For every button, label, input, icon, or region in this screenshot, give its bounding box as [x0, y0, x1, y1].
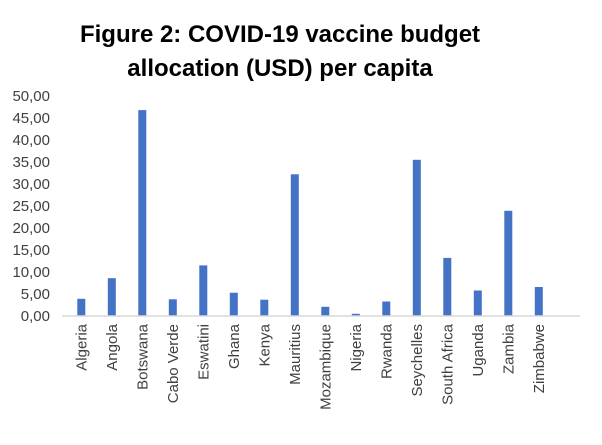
y-tick-label: 40,00 — [12, 132, 50, 149]
x-category-label: Eswatini — [195, 324, 212, 380]
y-tick-label: 5,00 — [21, 286, 50, 303]
bar — [168, 299, 177, 316]
y-tick-label: 50,00 — [12, 88, 50, 105]
x-category-label: Rwanda — [378, 323, 395, 379]
bar — [138, 110, 147, 316]
chart-title-line-2: allocation (USD) per capita — [127, 55, 433, 82]
y-tick-label: 35,00 — [12, 154, 50, 171]
y-tick-label: 15,00 — [12, 242, 50, 259]
x-category-label: Cabo Verde — [165, 324, 182, 403]
x-category-label: Nigeria — [348, 323, 365, 371]
x-category-label: Kenya — [256, 323, 273, 366]
x-category-label: South Africa — [439, 323, 456, 405]
y-tick-label: 30,00 — [12, 176, 50, 193]
bar — [504, 210, 513, 316]
bar — [290, 174, 299, 316]
y-tick-label: 0,00 — [21, 308, 50, 325]
bar — [260, 299, 269, 316]
y-tick-label: 10,00 — [12, 264, 50, 281]
x-axis-labels: Algeria Angola Botswana Cabo Verde Eswatini G… — [73, 323, 548, 410]
bar — [107, 278, 116, 316]
bar — [199, 265, 208, 316]
x-category-label: Algeria — [73, 323, 90, 370]
bar — [473, 290, 482, 316]
y-tick-label: 20,00 — [12, 220, 50, 237]
bar — [321, 306, 330, 316]
x-category-label: Zambia — [500, 323, 517, 374]
chart-title-line-1: Figure 2: COVID-19 vaccine budget — [79, 21, 481, 48]
bar — [534, 287, 543, 316]
bar — [77, 298, 86, 316]
bar-series — [77, 110, 543, 316]
bar — [443, 257, 452, 316]
x-category-label: Ghana — [226, 323, 243, 369]
y-tick-label: 45,00 — [12, 110, 50, 127]
x-category-label: Zimbabwe — [531, 324, 548, 393]
x-category-label: Mauritius — [287, 324, 304, 385]
x-category-label: Mozambique — [317, 324, 334, 410]
x-category-label: Botswana — [134, 323, 151, 390]
bar — [382, 301, 391, 316]
bar — [351, 313, 360, 316]
bar — [412, 159, 421, 316]
y-axis-ticks: 0,00 5,00 10,00 15,00 20,00 25,00 30,00 35,00 40… — [12, 88, 50, 325]
x-category-label: Uganda — [470, 323, 487, 376]
x-category-label: Angola — [104, 323, 121, 370]
x-category-label: Seychelles — [409, 324, 426, 397]
y-tick-label: 25,00 — [12, 198, 50, 215]
bar — [229, 292, 238, 316]
chart-title: Figure 2: COVID-19 vaccine budget alloca… — [0, 18, 560, 86]
